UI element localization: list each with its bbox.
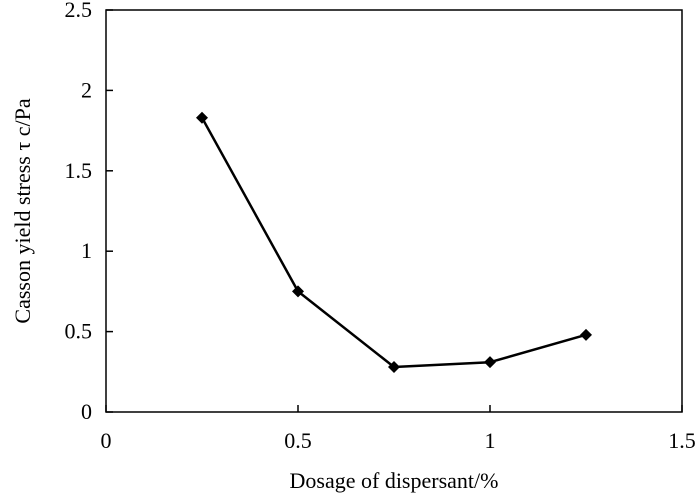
x-tick-label: 1.5 bbox=[668, 428, 696, 453]
tick-labels: 0 0.5 1 1.5 0 0.5 1 1.5 2 2.5 bbox=[65, 0, 696, 453]
y-tick-label: 2.5 bbox=[65, 0, 93, 22]
data-point bbox=[196, 111, 208, 124]
x-tick-label: 0 bbox=[101, 428, 112, 453]
y-tick-label: 2 bbox=[81, 77, 92, 102]
data-point bbox=[292, 285, 304, 298]
data-point bbox=[580, 328, 592, 341]
data-point bbox=[388, 360, 400, 373]
plot-frame bbox=[105, 9, 683, 413]
x-tick-label: 0.5 bbox=[284, 428, 312, 453]
data-point bbox=[484, 356, 496, 369]
y-tick-label: 1 bbox=[81, 238, 92, 263]
series-line bbox=[200, 117, 587, 369]
y-tick-label: 0 bbox=[81, 399, 92, 424]
y-tick-label: 0.5 bbox=[65, 319, 93, 344]
x-axis-label: Dosage of dispersant/% bbox=[290, 468, 499, 493]
series bbox=[196, 111, 592, 373]
y-tick-label: 1.5 bbox=[65, 158, 93, 183]
x-tick-label: 1 bbox=[485, 428, 496, 453]
ticks bbox=[105, 9, 683, 413]
y-axis-label: Casson yield stress τ c/Pa bbox=[10, 98, 35, 323]
